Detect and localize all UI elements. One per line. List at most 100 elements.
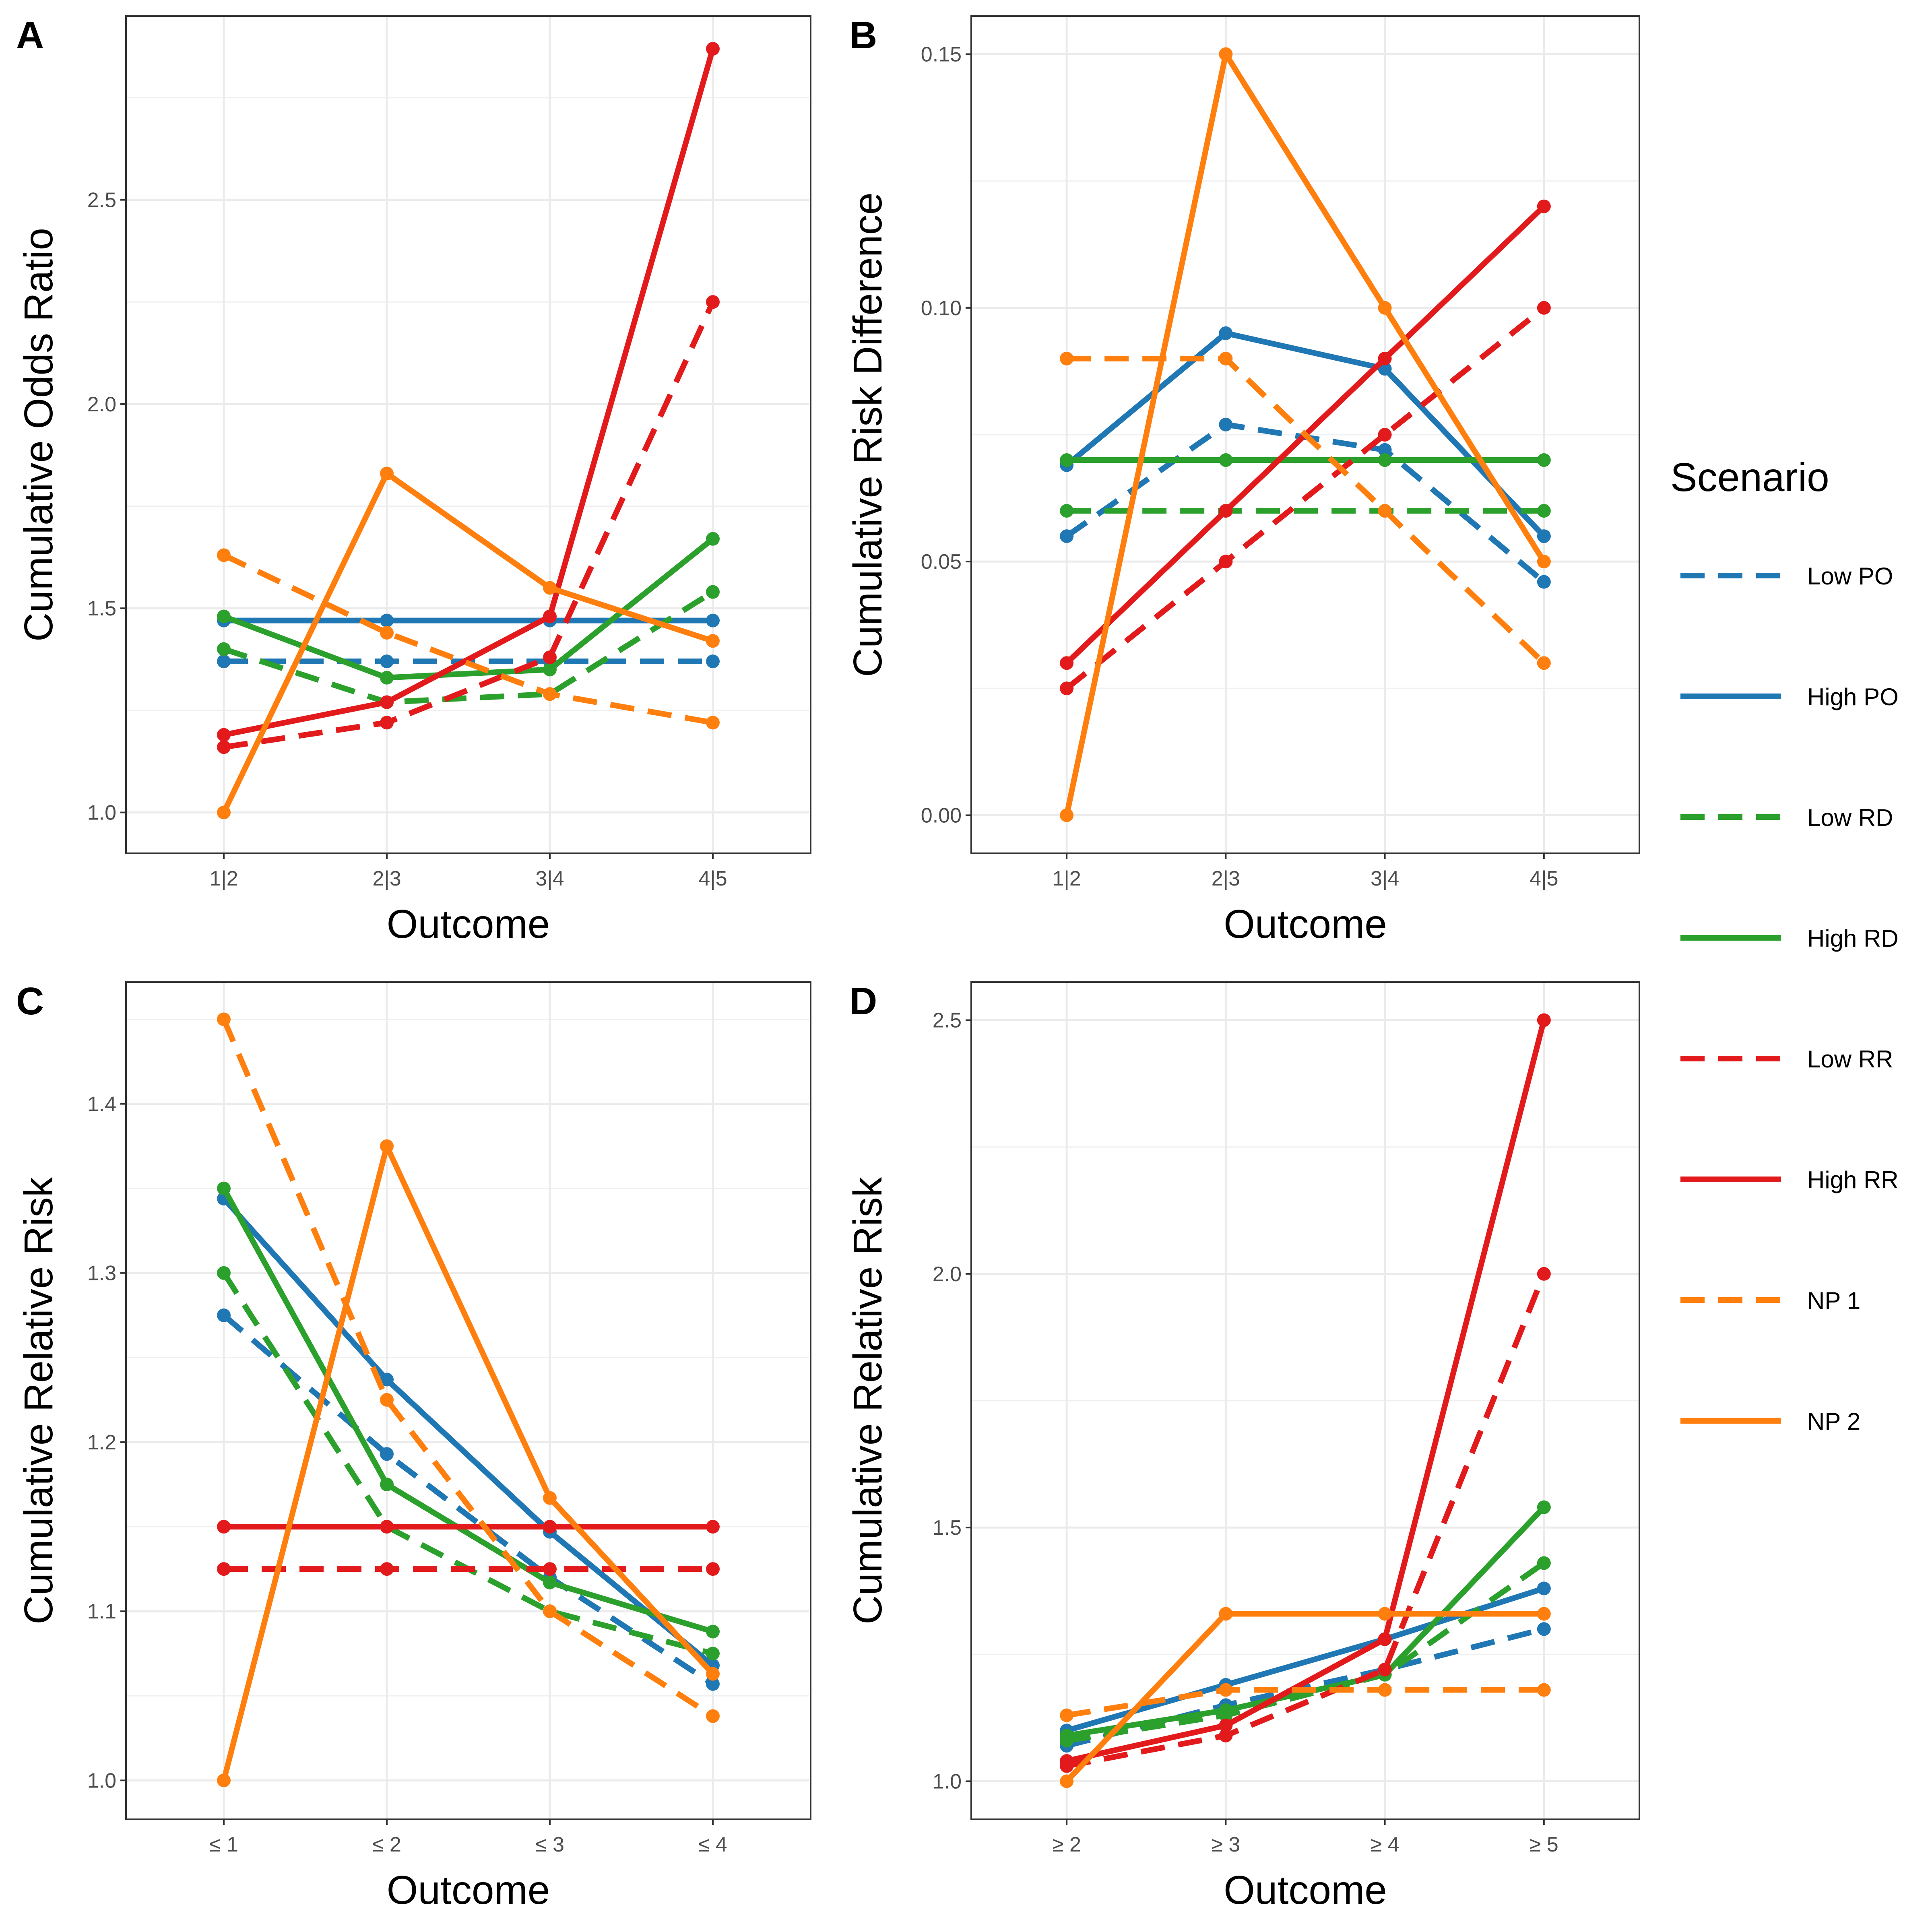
data-point — [706, 613, 720, 627]
series-high-rd — [217, 1181, 720, 1639]
data-point — [1537, 1607, 1551, 1621]
series-line — [221, 1197, 715, 1668]
data-point — [706, 654, 720, 669]
data-point — [706, 1677, 720, 1691]
series-np-1 — [217, 548, 720, 730]
series-line — [1065, 305, 1546, 691]
legend: Scenario Low PO High PO Low RD High RD Low RR… — [1670, 455, 1899, 1435]
data-point — [380, 466, 394, 481]
data-point — [217, 654, 231, 669]
y-tick-label: 1.0 — [87, 1769, 116, 1792]
data-point — [1060, 681, 1074, 696]
legend-item-high-rd: High RD — [1680, 925, 1899, 952]
data-point — [1219, 453, 1233, 467]
panel-b: 0.00 0.05 0.10 0.15 1|2 2|3 3|4 4|5 Outcome Cumul… — [845, 14, 1640, 947]
series-line — [221, 1018, 714, 1719]
data-point — [706, 1624, 720, 1639]
data-point — [1060, 504, 1074, 518]
y-tick-label: 1.5 — [87, 597, 116, 620]
y-tick-label: 1.4 — [87, 1093, 116, 1116]
data-point — [1219, 1683, 1233, 1697]
legend-item-np-1: NP 1 — [1680, 1287, 1860, 1314]
panel-tag: D — [849, 980, 877, 1023]
data-point — [1378, 1632, 1392, 1646]
data-point — [1537, 575, 1551, 589]
panel-border — [970, 981, 1640, 1820]
data-point — [706, 585, 720, 599]
y-tick-label: 2.5 — [933, 1009, 962, 1032]
series-np-2 — [217, 1139, 720, 1788]
x-tick-label: ≥ 4 — [1371, 1833, 1399, 1856]
data-point — [217, 1266, 231, 1280]
series-line — [1066, 1560, 1546, 1744]
series-high-rd — [1060, 453, 1551, 467]
legend-title: Scenario — [1670, 455, 1829, 500]
series-line — [1067, 355, 1546, 665]
y-tick-label: 1.1 — [87, 1600, 116, 1623]
data-point — [1219, 555, 1233, 569]
x-axis-title: Outcome — [1224, 902, 1387, 947]
data-point — [1378, 453, 1392, 467]
data-point — [380, 671, 394, 685]
data-point — [380, 1562, 394, 1576]
data-point — [217, 740, 231, 754]
data-point — [706, 1647, 720, 1661]
data-point — [380, 695, 394, 709]
series-line — [1066, 1687, 1544, 1718]
data-point — [706, 1709, 720, 1723]
data-point — [543, 1562, 557, 1576]
data-point — [217, 609, 231, 623]
series-np-2 — [1060, 47, 1551, 822]
x-tick-label: ≤ 2 — [372, 1833, 401, 1856]
x-tick-label: ≥ 3 — [1211, 1833, 1240, 1856]
data-point — [1378, 443, 1392, 457]
data-point — [1060, 1754, 1074, 1768]
x-axis-title: Outcome — [1224, 1868, 1387, 1913]
series-low-rr — [1060, 301, 1551, 696]
data-point — [706, 532, 720, 546]
y-tick-label: 1.0 — [933, 1770, 962, 1793]
panel-tag: A — [16, 14, 44, 57]
panel-d: 1.0 1.5 2.0 2.5 ≥ 2 ≥ 3 ≥ 4 ≥ 5 Outcome Cumulativ… — [845, 980, 1640, 1913]
data-point — [1060, 656, 1074, 670]
data-point — [1537, 301, 1551, 315]
data-point — [706, 634, 720, 648]
data-point — [380, 654, 394, 669]
series-np-1 — [1060, 1683, 1551, 1722]
data-point — [543, 1520, 557, 1534]
y-tick-label: 1.5 — [933, 1516, 962, 1540]
series-low-rd — [1060, 1556, 1551, 1748]
data-point — [217, 1773, 231, 1788]
data-point — [543, 663, 557, 677]
data-point — [1378, 1683, 1392, 1697]
series-line — [223, 589, 714, 705]
data-point — [380, 1373, 394, 1387]
y-tick-label: 1.3 — [87, 1262, 116, 1285]
data-point — [1378, 301, 1392, 315]
data-point — [1537, 199, 1551, 213]
y-tick-label: 2.5 — [87, 189, 116, 212]
x-tick-label: ≤ 1 — [209, 1833, 238, 1856]
legend-item-np-2: NP 2 — [1680, 1408, 1860, 1435]
series-line — [1065, 1611, 1544, 1783]
y-axis-title: Cumulative Odds Ratio — [16, 228, 61, 642]
y-tick-label: 1.0 — [87, 801, 116, 825]
x-tick-label: 3|4 — [1371, 867, 1399, 890]
data-point — [1219, 1607, 1233, 1621]
series-high-po — [1060, 326, 1551, 543]
y-tick-label: 0.10 — [921, 297, 962, 320]
x-tick-label: 4|5 — [1530, 867, 1558, 890]
data-point — [1537, 1267, 1551, 1281]
legend-label: High RR — [1807, 1166, 1899, 1193]
data-point — [1537, 1581, 1551, 1596]
data-point — [1537, 1683, 1551, 1697]
data-point — [1537, 656, 1551, 670]
data-point — [1219, 47, 1233, 61]
x-tick-label: 2|3 — [372, 867, 401, 890]
data-point — [217, 548, 231, 562]
y-axis-title: Cumulative Relative Risk — [845, 1177, 890, 1624]
x-tick-label: ≤ 4 — [698, 1833, 727, 1856]
panel-a: 1.0 1.5 2.0 2.5 1|2 2|3 3|4 4|5 Outcome Cumulativ… — [16, 14, 811, 947]
data-point — [217, 1181, 231, 1195]
data-point — [1219, 1718, 1233, 1732]
